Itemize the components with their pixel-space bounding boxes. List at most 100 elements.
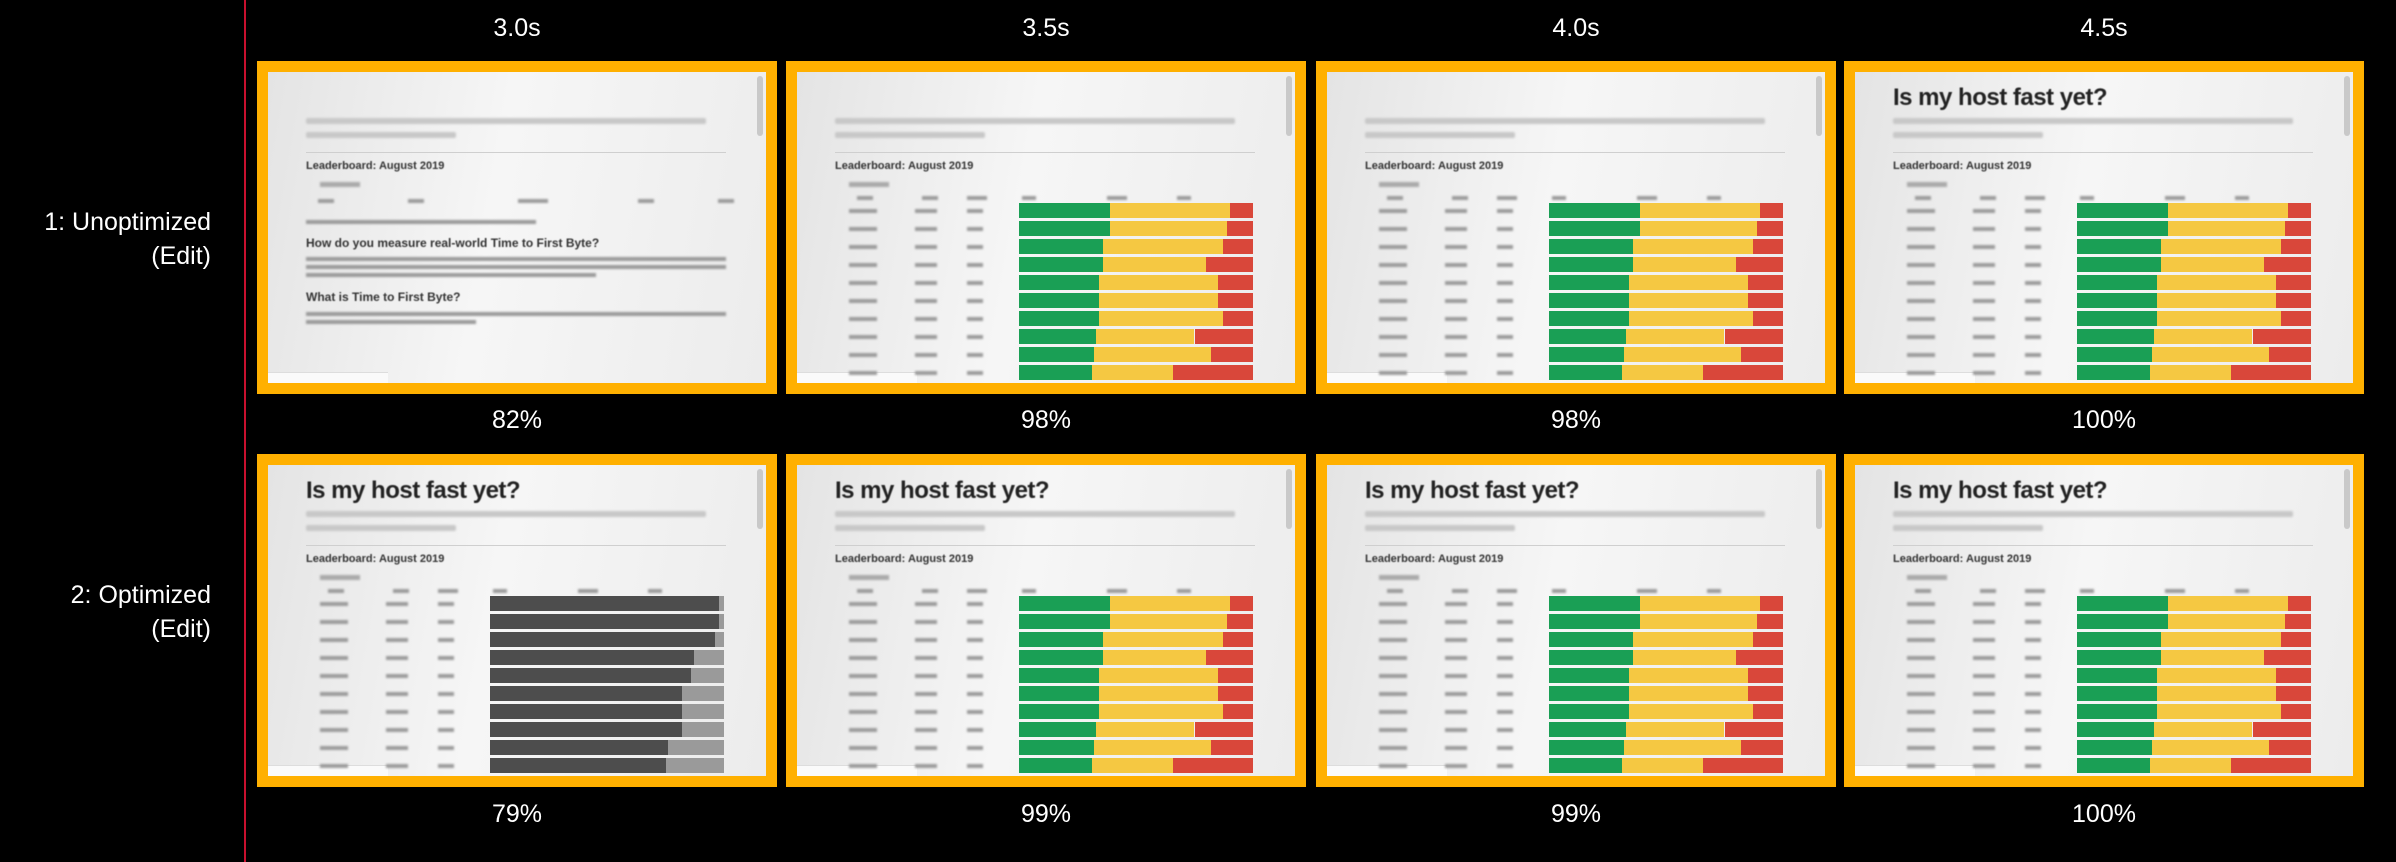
websites-cell: [438, 764, 454, 768]
filmstrip-frame[interactable]: Leaderboard: August 2019: [786, 61, 1306, 394]
client-cell: [1973, 245, 1995, 249]
slow-bar: [2231, 365, 2311, 380]
host-cell: [1907, 710, 1935, 714]
table-header: [408, 199, 424, 203]
slow-bar: [1747, 686, 1783, 701]
fast-bar: [1019, 758, 1092, 773]
client-cell: [1973, 299, 1995, 303]
host-cell: [1907, 353, 1935, 357]
scrollbar: [1816, 469, 1822, 529]
visual-complete-label: 99%: [1550, 800, 1602, 828]
slow-bar: [1740, 740, 1783, 755]
host-cell: [320, 728, 348, 732]
visual-complete-label: 99%: [1020, 800, 1072, 828]
leaderboard-heading: Leaderboard: August 2019: [306, 160, 445, 172]
table-header: [857, 196, 873, 200]
filmstrip-frame[interactable]: Leaderboard: August 2019 How do you measu…: [257, 61, 777, 394]
scrollbar: [2344, 469, 2350, 529]
websites-cell: [2025, 209, 2041, 213]
websites-cell: [1497, 299, 1513, 303]
average-bar: [1103, 632, 1223, 647]
scrollbar: [1286, 469, 1292, 529]
table-header: [493, 589, 507, 593]
fast-bar: [1019, 686, 1099, 701]
fast-bar: [2077, 686, 2157, 701]
host-cell: [1379, 335, 1407, 339]
host-cell: [849, 728, 877, 732]
table-header: [857, 589, 873, 593]
subtitle-text: [1365, 118, 1765, 124]
client-cell: [915, 656, 937, 660]
average-bar: [1626, 329, 1725, 344]
slow-bar: [1227, 221, 1253, 236]
table-header: [2080, 196, 2094, 200]
scrollbar: [757, 76, 763, 136]
filmstrip-frame[interactable]: Is my host fast yet? Leaderboard: August …: [1316, 454, 1836, 787]
websites-cell: [967, 245, 983, 249]
slow-bar: [1752, 239, 1783, 254]
row-label-unoptimized[interactable]: 1: Unoptimized (Edit): [44, 205, 211, 273]
slow-bar: [2280, 632, 2311, 647]
client-cell: [1973, 764, 1995, 768]
websites-cell: [2025, 620, 2041, 624]
loaded-bar: [490, 686, 682, 701]
filmstrip-frame[interactable]: Is my host fast yet? Leaderboard: August …: [1844, 454, 2364, 787]
table-header: [1387, 196, 1403, 200]
websites-cell: [967, 638, 983, 642]
table-header: [2080, 589, 2094, 593]
average-bar: [1628, 704, 1753, 719]
client-cell: [386, 656, 408, 660]
row-label-optimized[interactable]: 2: Optimized (Edit): [71, 578, 211, 646]
client-cell: [915, 674, 937, 678]
client-cell: [915, 746, 937, 750]
filmstrip-frame[interactable]: Leaderboard: August 2019: [1316, 61, 1836, 394]
average-bar: [1633, 239, 1753, 254]
row-edit-link[interactable]: (Edit): [151, 242, 211, 270]
host-cell: [320, 638, 348, 642]
fast-bar: [2077, 668, 2157, 683]
host-cell: [849, 764, 877, 768]
slow-bar: [1229, 596, 1253, 611]
websites-cell: [2025, 656, 2041, 660]
filmstrip-frame[interactable]: Is my host fast yet? Leaderboard: August …: [786, 454, 1306, 787]
table-header: [2025, 196, 2045, 200]
websites-cell: [2025, 263, 2041, 267]
scrollbar: [1286, 76, 1292, 136]
loaded-bar: [490, 668, 692, 683]
client-cell: [915, 371, 937, 375]
websites-cell: [2025, 281, 2041, 285]
average-bar: [2156, 293, 2276, 308]
websites-cell: [1497, 227, 1513, 231]
fast-bar: [1549, 347, 1624, 362]
slow-bar: [2252, 722, 2311, 737]
table-header: [1915, 589, 1931, 593]
host-cell: [1379, 656, 1407, 660]
average-bar: [2161, 239, 2281, 254]
client-cell: [1973, 371, 1995, 375]
websites-cell: [1497, 281, 1513, 285]
fast-bar: [1549, 614, 1641, 629]
filmstrip-frame[interactable]: Is my host fast yet? Leaderboard: August …: [257, 454, 777, 787]
table-header: [1980, 589, 1996, 593]
row-edit-link[interactable]: (Edit): [151, 615, 211, 643]
host-cell: [1907, 245, 1935, 249]
average-bar: [1103, 257, 1207, 272]
client-cell: [1973, 620, 1995, 624]
slow-bar: [1740, 347, 1783, 362]
host-cell: [849, 620, 877, 624]
websites-cell: [1497, 335, 1513, 339]
average-bar: [1621, 365, 1704, 380]
fast-bar: [1549, 596, 1641, 611]
average-bar: [1098, 311, 1223, 326]
average-bar: [2168, 596, 2288, 611]
table-header: [1637, 589, 1657, 593]
loading-bar: [681, 722, 724, 737]
fast-bar: [1019, 722, 1097, 737]
average-bar: [2156, 311, 2281, 326]
client-cell: [1973, 227, 1995, 231]
filmstrip-frame[interactable]: Is my host fast yet? Leaderboard: August …: [1844, 61, 2364, 394]
host-cell: [1379, 746, 1407, 750]
loading-bar: [691, 668, 724, 683]
visual-complete-label: 100%: [2072, 800, 2136, 828]
paragraph-line: [306, 320, 476, 324]
